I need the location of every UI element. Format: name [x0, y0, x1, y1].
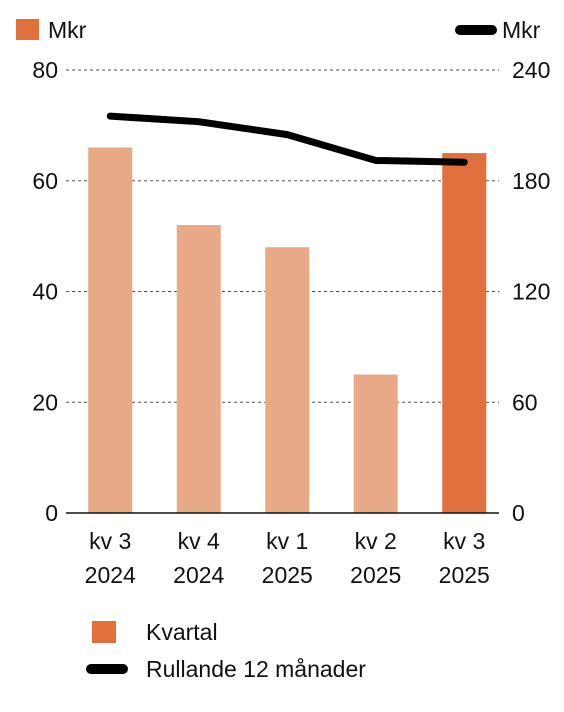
- right-tick-label: 0: [512, 500, 525, 526]
- rolling-12-months-line: [106, 112, 468, 166]
- category-label-quarter: kv 1: [266, 528, 308, 554]
- category-label-year: 2025: [439, 562, 490, 588]
- bar: [442, 153, 487, 513]
- legend-label-rolling: Rullande 12 månader: [146, 655, 366, 682]
- axis-units: Mkr Mkr: [16, 17, 541, 43]
- left-unit-swatch: [16, 19, 39, 40]
- bars: [66, 147, 499, 514]
- axis-ticks: 0 0 20 60 40 120 60 180 80 240: [32, 57, 550, 526]
- bar: [176, 225, 221, 514]
- rolling-line: [106, 112, 468, 166]
- right-tick-label: 120: [512, 279, 550, 305]
- legend-swatch-bar: [92, 621, 116, 643]
- category-label-quarter: kv 3: [89, 528, 131, 554]
- category-label-quarter: kv 3: [443, 528, 485, 554]
- left-tick-label: 60: [32, 168, 58, 194]
- left-tick-label: 20: [32, 389, 58, 415]
- bar: [265, 247, 310, 513]
- left-tick-label: 80: [32, 57, 58, 83]
- right-tick-label: 240: [512, 57, 550, 83]
- right-axis-unit: Mkr: [502, 17, 541, 43]
- bar: [88, 147, 133, 513]
- left-tick-label: 40: [32, 279, 58, 305]
- category-label-year: 2024: [85, 562, 136, 588]
- category-labels: kv 3 2024 kv 4 2024 kv 1 2025 kv 2 2025 kv 3 2025: [85, 528, 490, 588]
- legend-item-kvartal: Kvartal: [92, 617, 218, 647]
- right-tick-label: 60: [512, 389, 538, 415]
- bar: [353, 374, 398, 513]
- legend-label-kvartal: Kvartal: [146, 618, 218, 645]
- category-label-year: 2025: [262, 562, 313, 588]
- legend-item-rolling: Rullande 12 månader: [86, 654, 366, 684]
- left-axis-unit: Mkr: [48, 17, 87, 43]
- right-tick-label: 180: [512, 168, 550, 194]
- category-label-year: 2024: [173, 562, 224, 588]
- category-label-quarter: kv 2: [355, 528, 397, 554]
- category-label-quarter: kv 4: [178, 528, 220, 554]
- legend-line-icon: [86, 664, 128, 674]
- category-label-year: 2025: [350, 562, 401, 588]
- left-tick-label: 0: [45, 500, 58, 526]
